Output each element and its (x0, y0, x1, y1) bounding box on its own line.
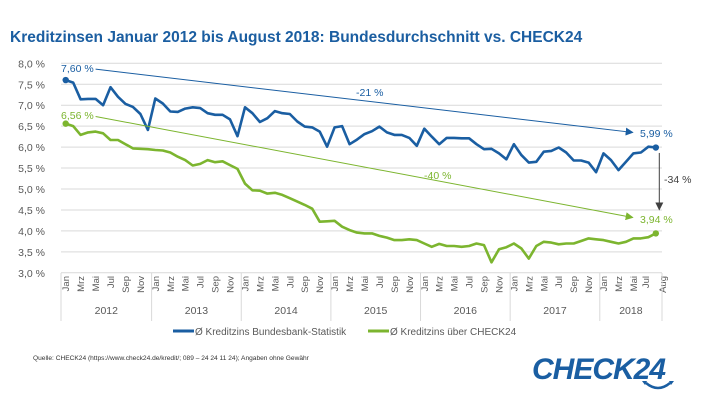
x-tick-label: Jul (196, 276, 207, 288)
x-tick-label: Mai (181, 276, 192, 291)
x-tick-label: Nov (584, 276, 595, 293)
x-tick-label: Jan (599, 276, 610, 291)
x-tick-label: Mrz (524, 276, 535, 292)
x-tick-label: Jan (330, 276, 341, 291)
year-label: 2013 (185, 305, 209, 317)
series-line-bundesbank (65, 78, 656, 174)
y-tick-label: 7,0 % (18, 100, 45, 112)
data-point (62, 120, 69, 127)
x-tick-label: Mrz (435, 276, 446, 292)
x-tick-label: Nov (494, 276, 505, 293)
x-tick-label: Nov (226, 276, 237, 293)
x-tick-label: Mai (629, 276, 640, 291)
trend-arrow-check24 (95, 116, 634, 221)
x-tick-label: Jan (509, 276, 520, 291)
x-tick-label: Mai (539, 276, 550, 291)
x-tick-label: Mai (360, 276, 371, 291)
x-tick-label: Jul (375, 276, 386, 288)
logo-text: CHECK24 (532, 353, 666, 386)
data-point (652, 230, 660, 237)
year-label: 2016 (454, 305, 478, 317)
x-tick-label: Jul (285, 276, 296, 288)
x-tick-label: Sep (569, 276, 580, 293)
annotation-bundesbank-start: 7,60 % (61, 63, 94, 75)
legend-label: Ø Kreditzins Bundesbank-Statistik (195, 327, 347, 338)
x-tick-label: Aug (658, 276, 669, 293)
x-tick-label: Jan (151, 276, 162, 291)
series-line-check24 (65, 122, 657, 264)
annotation-check24-change: -40 % (424, 170, 451, 182)
x-tick-label: Mai (91, 276, 102, 291)
x-tick-label: Sep (121, 276, 132, 293)
annotation-bundesbank-end: 5,99 % (640, 128, 673, 140)
annotation-bundesbank-change: -21 % (356, 87, 383, 99)
logo-swoosh (645, 382, 671, 390)
trend-arrow-bundesbank (95, 68, 634, 136)
annotation-gap-change: -34 % (664, 174, 691, 186)
x-tick-label: Mrz (76, 276, 87, 292)
x-tick-label: Nov (405, 276, 416, 293)
x-tick-label: Mrz (166, 276, 177, 292)
x-tick-label: Jan (240, 276, 251, 291)
y-tick-label: 3,0 % (18, 268, 45, 280)
x-tick-label: Sep (390, 276, 401, 293)
source-note: Quelle: CHECK24 (https://www.check24.de/… (33, 355, 309, 362)
y-tick-label: 4,0 % (18, 226, 45, 238)
y-tick-label: 7,5 % (18, 79, 45, 91)
y-tick-label: 6,0 % (18, 142, 45, 154)
x-tick-label: Jan (61, 276, 72, 291)
year-label: 2012 (95, 305, 119, 317)
x-tick-label: Mai (270, 276, 281, 291)
annotation-check24-end: 3,94 % (640, 214, 673, 226)
year-label: 2015 (364, 305, 388, 317)
x-tick-label: Nov (315, 276, 326, 293)
y-tick-label: 5,5 % (18, 163, 45, 175)
x-tick-label: Sep (211, 276, 222, 293)
data-point (62, 76, 69, 84)
x-tick-label: Nov (136, 276, 147, 293)
x-tick-label: Jul (465, 276, 476, 288)
legend-label: Ø Kreditzins über CHECK24 (390, 327, 517, 338)
x-tick-label: Jul (554, 276, 565, 288)
x-tick-label: Mrz (255, 276, 266, 292)
x-tick-label: Sep (480, 276, 491, 293)
y-tick-label: 5,0 % (18, 184, 45, 196)
year-label: 2018 (619, 305, 643, 317)
chart-title: Kreditzinsen Januar 2012 bis August 2018… (10, 29, 583, 46)
data-point (652, 144, 660, 151)
x-tick-label: Mrz (614, 276, 625, 292)
y-tick-label: 4,5 % (18, 205, 45, 217)
y-tick-label: 6,5 % (18, 121, 45, 133)
x-tick-label: Jul (641, 276, 652, 288)
x-tick-label: Jul (106, 276, 117, 288)
x-tick-label: Mai (450, 276, 461, 291)
annotation-check24-start: 6,56 % (61, 110, 94, 122)
x-tick-label: Sep (300, 276, 311, 293)
check24-logo: CHECK24 (532, 353, 674, 390)
y-tick-label: 3,5 % (18, 247, 45, 259)
y-tick-label: 8,0 % (18, 58, 45, 70)
x-tick-label: Jan (420, 276, 431, 291)
year-label: 2014 (274, 305, 298, 317)
year-label: 2017 (543, 305, 567, 317)
x-tick-label: Mrz (345, 276, 356, 292)
